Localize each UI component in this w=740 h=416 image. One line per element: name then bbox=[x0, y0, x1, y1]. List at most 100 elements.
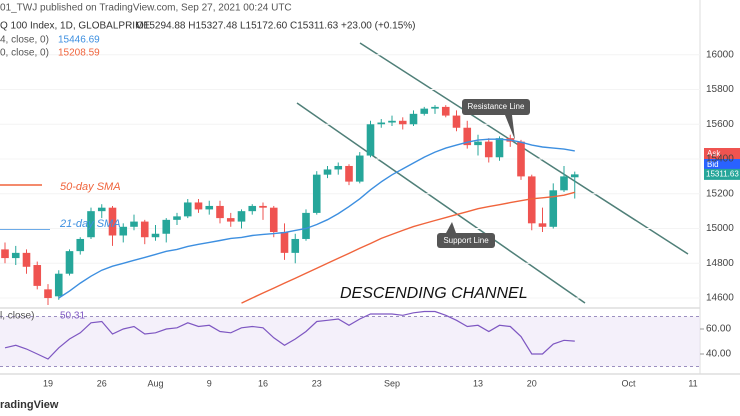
annotation: DESCENDING CHANNEL bbox=[340, 285, 528, 302]
candle-body bbox=[570, 174, 579, 178]
candle-body bbox=[334, 165, 343, 170]
legend-value: 50.31 bbox=[60, 311, 85, 322]
candle-body bbox=[194, 202, 203, 210]
label-pointer bbox=[446, 222, 456, 233]
x-tick-label: 20 bbox=[527, 378, 537, 388]
y-tick-label: 15800 bbox=[706, 84, 734, 95]
legend-entry: 4, close, 0) bbox=[0, 35, 49, 46]
candle-body bbox=[409, 113, 418, 125]
candle-body bbox=[140, 221, 149, 238]
candle-body bbox=[119, 226, 128, 236]
candle-body bbox=[248, 205, 257, 212]
last-price-tag bbox=[704, 168, 740, 180]
x-tick-label: 9 bbox=[207, 378, 212, 388]
candle-body bbox=[259, 205, 267, 208]
candle-body bbox=[431, 106, 439, 109]
label-box bbox=[437, 233, 495, 248]
legend-entry: l, close) bbox=[0, 311, 34, 322]
y-tick-label: 15600 bbox=[706, 119, 734, 130]
candle-body bbox=[97, 207, 106, 212]
legend-entry: 0, close, 0) bbox=[0, 48, 49, 59]
candle-body bbox=[527, 176, 536, 224]
y-tick-label: 60.00 bbox=[706, 324, 731, 335]
candle-body bbox=[44, 289, 52, 299]
x-tick-label: Sep bbox=[384, 378, 400, 388]
candle-body bbox=[452, 115, 461, 128]
ask-label: Ask bbox=[707, 149, 721, 158]
y-tick-label: 15000 bbox=[706, 223, 734, 234]
candle-body bbox=[312, 174, 321, 213]
candle-body bbox=[151, 233, 160, 238]
x-tick-label: 19 bbox=[43, 378, 53, 388]
rsi-line bbox=[4, 310, 575, 360]
footer-logo: radingView bbox=[0, 399, 59, 411]
candle-body bbox=[366, 124, 375, 156]
sma-line bbox=[58, 138, 575, 299]
y-tick-label: 15400 bbox=[706, 154, 734, 165]
symbol: Q 100 Index, 1D, GLOBALPRIME bbox=[0, 21, 150, 32]
candle-body bbox=[495, 138, 504, 158]
x-tick-label: 13 bbox=[473, 378, 483, 388]
marks: 19 26 Aug 9 16 23 Sep 13 20 Oct 11 bbox=[0, 54, 704, 388]
label-pointer bbox=[505, 115, 515, 140]
candle-body bbox=[173, 216, 181, 220]
candle-body bbox=[517, 141, 525, 177]
candle-body bbox=[323, 169, 332, 175]
x-tick-label: 16 bbox=[258, 378, 268, 388]
y-tick-label: 40.00 bbox=[706, 349, 731, 360]
x-tick-label: Oct bbox=[621, 378, 636, 388]
candle-body bbox=[302, 212, 310, 239]
candle-body bbox=[560, 176, 568, 191]
candle-body bbox=[280, 232, 289, 253]
candle-body bbox=[549, 190, 558, 227]
channel-line bbox=[296, 102, 586, 304]
published: 01_TWJ published on TradingView.com, Sep… bbox=[0, 3, 292, 14]
candle-body bbox=[484, 141, 493, 158]
sma-line bbox=[241, 191, 575, 304]
candle-body bbox=[130, 221, 138, 227]
last-price-label: 15311.63 bbox=[706, 169, 739, 178]
candle-body bbox=[54, 273, 63, 297]
y-tick-label: 14800 bbox=[706, 258, 734, 269]
legend-value: 15208.59 bbox=[58, 48, 100, 59]
candle-body bbox=[474, 141, 482, 146]
candle-body bbox=[538, 223, 547, 227]
candle-body bbox=[463, 127, 472, 146]
ask-tag bbox=[704, 148, 740, 159]
y-tick-label: 16000 bbox=[706, 49, 734, 60]
candle-body bbox=[205, 205, 214, 210]
candle-body bbox=[420, 108, 429, 114]
candle-body bbox=[345, 165, 353, 182]
candle-body bbox=[226, 218, 235, 222]
x-tick-label: 26 bbox=[97, 378, 107, 388]
x-tick-label: Aug bbox=[147, 378, 163, 388]
candle-body bbox=[22, 252, 31, 267]
candle-body bbox=[441, 106, 450, 116]
bid-tag bbox=[704, 159, 740, 170]
price-axis: 14600 14800 15000 15200 15400 15600 15800 16000… bbox=[704, 49, 740, 360]
candle-body bbox=[76, 238, 85, 252]
y-tick-label: 14600 bbox=[706, 293, 734, 304]
candle-body bbox=[87, 211, 95, 238]
y-tick-label: 15200 bbox=[706, 188, 734, 199]
candle-body bbox=[388, 120, 396, 123]
candle-body bbox=[398, 120, 407, 125]
x-tick-label: 23 bbox=[312, 378, 322, 388]
candle-body bbox=[183, 202, 192, 217]
annotation: Resistance Line bbox=[468, 102, 525, 111]
candle-body bbox=[108, 207, 117, 236]
bid-label: Bid bbox=[707, 160, 719, 169]
candle-body bbox=[269, 207, 278, 233]
candle-body bbox=[1, 249, 9, 259]
candle-body bbox=[377, 122, 386, 125]
annotation: 21-day SMA bbox=[59, 218, 121, 230]
candle-body bbox=[65, 251, 74, 274]
ohlc: O15294.88 H15327.48 L15172.60 C15311.63 … bbox=[136, 21, 416, 32]
candle-body bbox=[355, 155, 364, 182]
candle-body bbox=[33, 265, 42, 286]
legend-value: 15446.69 bbox=[58, 35, 100, 46]
candle-body bbox=[237, 211, 246, 222]
annotation: 50-day SMA bbox=[60, 181, 121, 193]
candle-body bbox=[11, 252, 20, 259]
